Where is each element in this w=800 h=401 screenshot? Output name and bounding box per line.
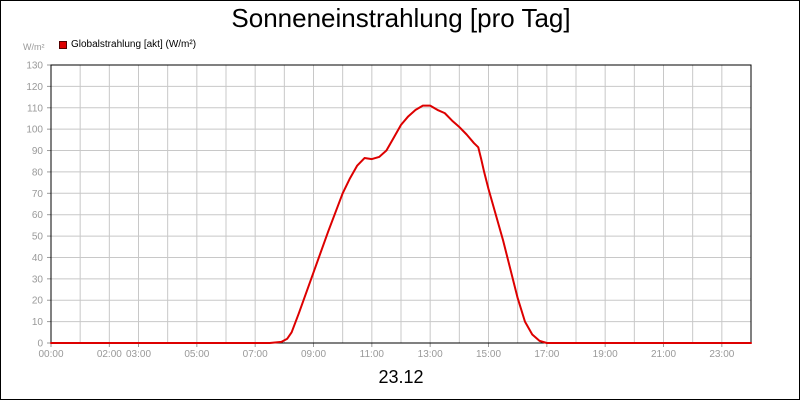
y-axis-unit-label: W/m² (23, 42, 45, 52)
y-tick-label: 120 (26, 82, 43, 93)
y-tick-label: 30 (32, 274, 44, 285)
date-label: 23.12 (378, 367, 424, 387)
y-tick-label: 70 (32, 189, 44, 200)
x-tick-label: 19:00 (593, 349, 618, 360)
y-tick-label: 90 (32, 146, 44, 157)
y-tick-label: 130 (26, 61, 43, 72)
x-tick-label: 23:00 (709, 349, 734, 360)
x-tick-label: 13:00 (418, 349, 443, 360)
x-tick-label: 07:00 (243, 349, 268, 360)
x-tick-label: 11:00 (360, 349, 385, 360)
plot-border (50, 64, 752, 344)
x-tick-label: 02:00 (97, 349, 122, 360)
y-tick-label: 0 (37, 339, 43, 350)
y-tick-label: 40 (32, 253, 44, 264)
y-tick-label: 100 (26, 125, 43, 136)
y-tick-label: 10 (32, 317, 44, 328)
x-tick-label: 03:00 (126, 349, 151, 360)
x-tick-label: 15:00 (476, 349, 501, 360)
x-tick-label: 00:00 (38, 349, 63, 360)
x-tick-label: 05:00 (184, 349, 209, 360)
x-tick-label: 21:00 (651, 349, 676, 360)
legend-swatch (59, 40, 67, 49)
y-tick-label: 20 (32, 296, 44, 307)
chart-title: Sonneneinstrahlung [pro Tag] (231, 3, 571, 33)
x-tick-label: 17:00 (534, 349, 559, 360)
y-tick-label: 50 (32, 232, 44, 243)
y-tick-label: 80 (32, 167, 44, 178)
x-tick-label: 09:00 (301, 349, 326, 360)
series-line-globalstrahlung (50, 104, 752, 344)
y-tick-label: 110 (27, 103, 43, 114)
legend-label: Globalstrahlung [akt] (W/m²) (71, 39, 197, 50)
legend: Globalstrahlung [akt] (W/m²) (59, 39, 196, 50)
y-tick-label: 60 (32, 210, 44, 221)
